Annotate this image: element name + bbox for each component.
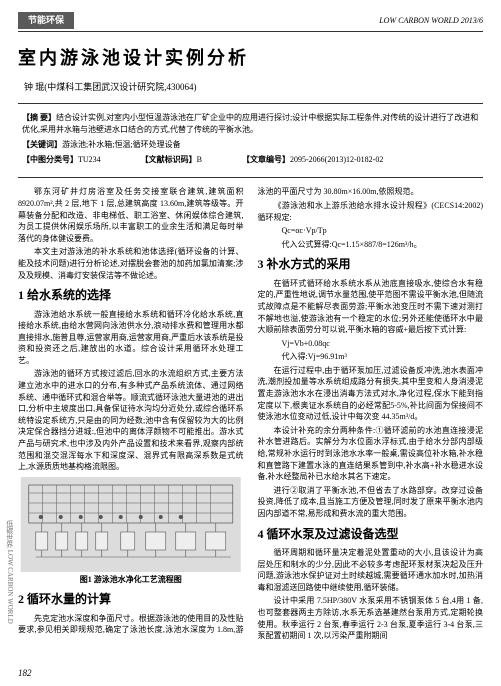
journal-name: LOW CARBON WORLD 2013/6 [379, 15, 483, 26]
clc-block: 【中图分类号】TU234 [22, 154, 101, 166]
clc-value: TU234 [78, 155, 101, 164]
abstract-row: 【摘 要】结合设计实例,对室内小型恒温游泳池在厂矿企业中的应用进行探讨;设计中根… [22, 112, 479, 136]
summary-label: 【摘 要】 [22, 113, 56, 122]
artno-block: 【文章编号】2095-2066(2013)12-0182-02 [242, 154, 383, 166]
para: 在运行过程中,由于循环泵加压,过滤设备反冲洗,池水表面冲洗,潮剂投加量等水系统组… [258, 365, 484, 423]
clc-label: 【中图分类号】 [22, 155, 78, 164]
keywords-row: 【关键词】游泳池;补水箱;恒温;循环处理设备 [22, 139, 479, 151]
keywords-text: 游泳池;补水箱;恒温;循环处理设备 [62, 140, 181, 149]
abstract-box: 【摘 要】结合设计实例,对室内小型恒温游泳池在厂矿企业中的应用进行探讨;设计中根… [18, 103, 483, 178]
section-4-title: 4 循环水泵及过滤设备选型 [258, 526, 484, 543]
para: 设计中采用 7.5HP/380V 水泵采用不锈钢泵体 5 台,4用 1 备,也可… [258, 595, 484, 641]
formula: 代入得:Vj=96.91m³ [258, 351, 484, 363]
article-title: 室内游泳池设计实例分析 [18, 46, 483, 71]
section-3-title: 3 补水方式的采用 [258, 256, 484, 273]
page-number: 182 [18, 667, 32, 680]
formula: Qc=αc·Vp/Tp [258, 225, 484, 237]
meta-row-1: 【中图分类号】TU234 【文献标识码】B 【文章编号】2095-2066(20… [22, 154, 479, 166]
para: 游泳池给水系统一般直接给水系统和循环冷化给水系统,直接给水系统,由给水营网向泳池… [18, 309, 244, 367]
content-columns: 鄂东河矿井灯房浴室及任务交接室联合建筑,建筑面积8920.07m²,共 2 层,… [18, 186, 483, 641]
keywords-label: 【关键词】 [22, 140, 62, 149]
header-bar: 节能环保 LOW CARBON WORLD 2013/6 [18, 12, 483, 32]
figure-1-caption: 图1 游泳池水净化工艺流程图 [18, 574, 244, 586]
figure-1: 图1 游泳池水净化工艺流程图 [18, 477, 244, 586]
para: 本设计补充的余分两种条件:①循环滤前的水池直连接浸泥补水管进路后。实解分为水位面… [258, 425, 484, 483]
para: 《游泳池和水上游乐池给水排水设计规程》(CECS14:2002)循环规定: [258, 200, 484, 223]
side-tab: 低碳世界 LOW CARBON WORLD [4, 520, 14, 624]
para: 进行②取消了平衡水池,不但省去了水路部穿。改穿过设备投资,降低了成本,且当施工方… [258, 485, 484, 520]
summary-text: 结合设计实例,对室内小型恒温游泳池在厂矿企业中的应用进行探讨;设计中根据实际工程… [22, 113, 478, 134]
artno-label: 【文章编号】 [242, 155, 290, 164]
para: 本文主对游泳池的补水系统和池体选择(循环设备的计算、能及技术问题)进行分析论述,… [18, 246, 244, 281]
section-2-title: 2 循环水量的计算 [18, 591, 244, 608]
docid-label: 【文献标识码】 [141, 155, 197, 164]
category-badge: 节能环保 [18, 12, 74, 29]
para: 在循环式循环给水系统水系从池底直接吸水,使综合水有稳定的,严重性地说,调节水量范… [258, 278, 484, 336]
formula: Vj=Vb+0.08qc [258, 338, 484, 350]
para: 鄂东河矿井灯房浴室及任务交接室联合建筑,建筑面积8920.07m²,共 2 层,… [18, 186, 244, 244]
flow-diagram-svg [18, 477, 244, 572]
author-line: 钟 琨(中煤科工集团武汉设计研究院,430064) [18, 81, 483, 94]
section-1-title: 1 给水系统的选择 [18, 287, 244, 304]
formula: 代入公式算得:Qc=1.15×887/8=126m³/h。 [258, 239, 484, 251]
artno-value: 2095-2066(2013)12-0182-02 [290, 155, 383, 164]
para: 循环周期和循环量决定着泥处置重动的大小,且该设计为高层处压和制水的少分,因此不必… [258, 547, 484, 593]
docid-value: B [197, 155, 202, 164]
para: 游泳池的循环方式按过滤后,回水的水流组织方式,主要方法建立池水中的进水口的分布,… [18, 368, 244, 472]
docid-block: 【文献标识码】B [141, 154, 202, 166]
